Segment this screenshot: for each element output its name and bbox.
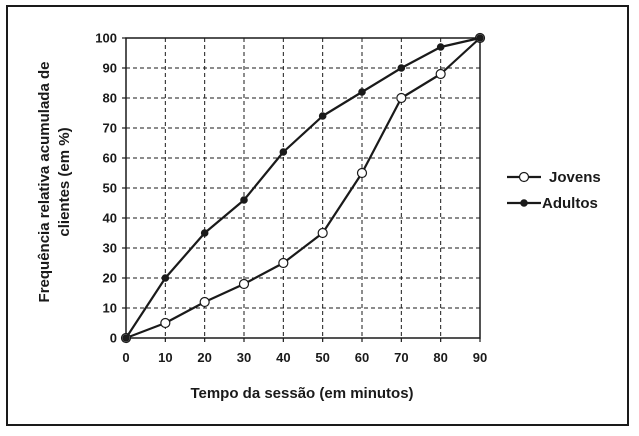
x-tick-label: 40 [276,350,290,365]
series-adultos [122,34,484,342]
data-point-adultos [122,334,130,342]
x-tick-label: 90 [473,350,487,365]
y-axis-title: Frequência relativa acumulada de cliente… [36,62,73,303]
x-tick-label: 80 [433,350,447,365]
x-axis-title: Tempo da sessão (em minutos) [190,385,413,402]
data-point-adultos [279,148,288,156]
x-tick-label: 0 [122,350,129,365]
y-axis-title-line-1: Frequência relativa acumulada de [36,62,53,303]
data-point-adultos [318,112,327,120]
y-tick-label: 100 [95,31,117,46]
tick-labels: 0 10 20 30 40 50 60 70 80 90 0 10 20 30 40 50 60 70 80 90 10… [95,31,487,366]
data-point-jovens [278,257,289,269]
data-point-jovens [356,167,368,179]
chart-axes [122,37,481,342]
data-point-jovens [199,296,210,308]
data-point-jovens [160,317,171,329]
data-point-jovens [238,278,250,290]
data-point-adultos [476,34,484,42]
data-point-jovens [396,92,407,104]
legend-marker [520,199,528,207]
y-tick-label: 10 [103,301,117,316]
series-line-jovens [125,37,481,340]
x-tick-label: 30 [237,350,251,365]
y-tick-label: 30 [103,241,117,256]
legend-marker [518,171,530,183]
data-point-adultos [358,88,366,96]
y-tick-label: 60 [103,151,117,166]
x-tick-label: 60 [355,350,369,365]
data-point-adultos [200,229,209,237]
data-point-adultos [397,64,406,72]
data-point-adultos [240,196,248,204]
y-tick-label: 70 [103,121,117,136]
legend: Jovens Adultos [507,169,601,212]
x-tick-label: 10 [158,350,172,365]
data-point-jovens [317,227,328,239]
y-axis-title-line-2: clientes (em %) [56,127,73,236]
data-point-adultos [436,43,445,51]
y-tick-label: 50 [103,181,117,196]
legend-label: Jovens [549,169,601,186]
y-tick-label: 0 [110,331,117,346]
y-tick-label: 80 [103,91,117,106]
series-line-adultos [125,36,481,339]
data-point-adultos [161,274,170,282]
grid-lines [126,38,480,338]
x-tick-label: 20 [197,350,211,365]
y-tick-label: 90 [103,61,117,76]
y-tick-label: 40 [103,211,117,226]
legend-label: Adultos [542,195,598,212]
x-tick-label: 70 [394,350,408,365]
data-series [120,32,486,344]
y-tick-label: 20 [103,271,117,286]
figure-frame [6,5,629,426]
legend-item-adultos: Adultos [507,195,598,212]
x-tick-label: 50 [315,350,329,365]
data-point-jovens [435,68,446,80]
legend-item-jovens: Jovens [507,169,601,186]
